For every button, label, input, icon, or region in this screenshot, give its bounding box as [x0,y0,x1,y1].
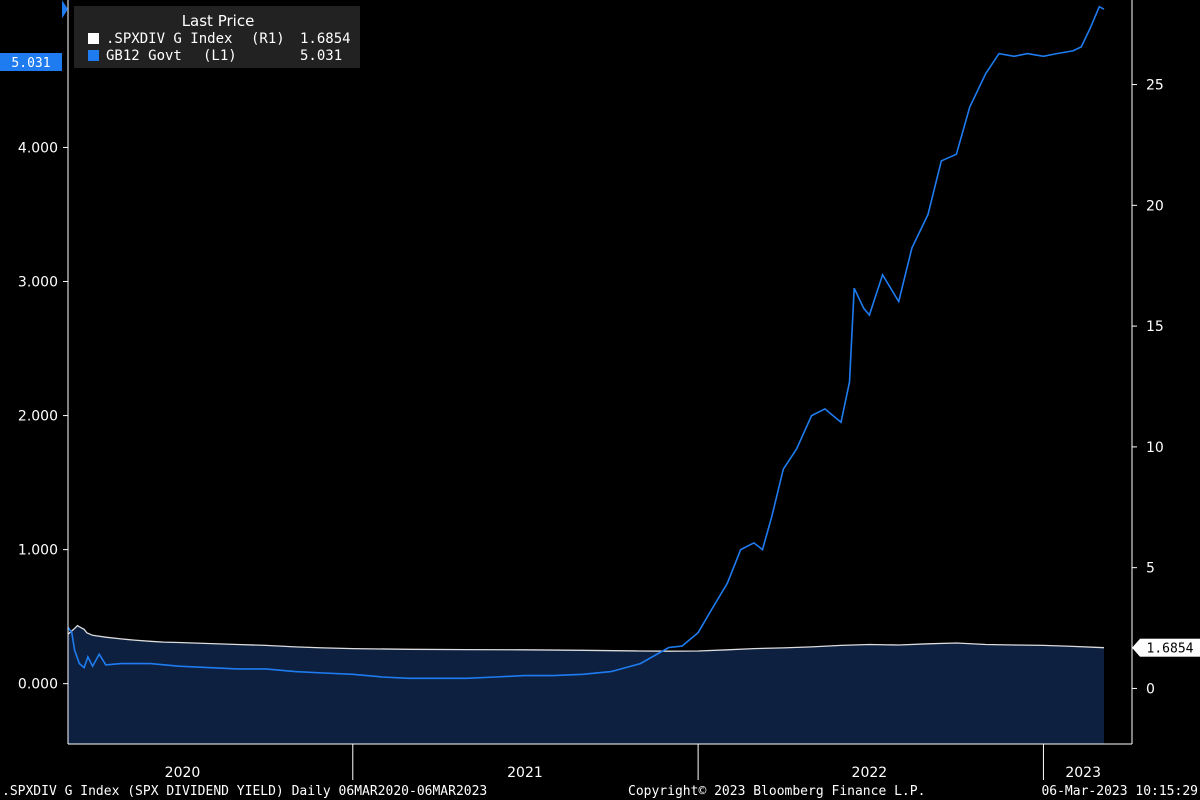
axes-layer [67,0,1133,745]
left-tick-label: 3.000 [18,275,58,291]
right-tick-label: 0 [1146,681,1155,697]
footer-copyright: Copyright© 2023 Bloomberg Finance L.P. [628,784,925,799]
right-badge-box [1140,638,1200,657]
ticks-layer: 0.000 1.000 2.000 3.000 4.000 0 5 10 15 20 25 2020 2… [18,78,1164,781]
legend-axis-spxdiv: (R1) [251,31,285,47]
left-last-value-badge: 5.031 [0,0,68,71]
right-tick-label: 20 [1146,198,1164,214]
left-tick-label: 0.000 [18,677,58,693]
right-last-value-badge: 1.6854 [1132,638,1200,657]
x-year-label: 2023 [1065,765,1101,781]
footer-left: .SPXDIV G Index (SPX DIVIDEND YIELD) Dai… [2,784,487,799]
legend-axis-gb12: (L1) [203,48,237,64]
left-tick-label: 1.000 [18,543,58,559]
legend-value-spxdiv: 1.6854 [300,31,351,47]
legend-name-gb12: GB12 Govt [106,48,182,64]
left-badge-box [0,53,62,71]
left-badge-label: 5.031 [11,56,50,71]
x-year-label: 2021 [507,765,543,781]
right-tick-label: 25 [1146,78,1164,94]
series-line-spxdiv-g-index [67,624,1105,652]
legend-swatch-spxdiv [88,33,99,44]
right-tick-label: 15 [1146,319,1164,335]
right-badge-label: 1.6854 [1147,642,1194,657]
right-tick-label: 5 [1146,561,1155,577]
area-layer [67,624,1105,744]
right-badge-pointer [1132,638,1140,657]
legend-background [74,6,360,68]
line-layer [67,5,1105,680]
legend-value-gb12: 5.031 [300,48,342,64]
series-area-spxdiv-g-index [68,625,1104,744]
legend-swatch-gb12 [88,50,99,61]
left-tick-label: 4.000 [18,140,58,156]
left-tick-label: 2.000 [18,409,58,425]
left-badge-pointer [62,0,68,19]
x-year-label: 2022 [852,765,888,781]
series-line-gb12-govt [67,5,1105,680]
legend-name-spxdiv: .SPXDIV G Index [106,31,232,47]
right-tick-label: 10 [1146,440,1164,456]
x-year-label: 2020 [165,765,201,781]
legend-title: Last Price [182,12,255,30]
footer-timestamp: 06-Mar-2023 10:15:29 [1041,784,1198,799]
legend: Last Price .SPXDIV G Index (R1) 1.6854 G… [74,6,360,68]
footer: .SPXDIV G Index (SPX DIVIDEND YIELD) Dai… [2,784,1198,799]
